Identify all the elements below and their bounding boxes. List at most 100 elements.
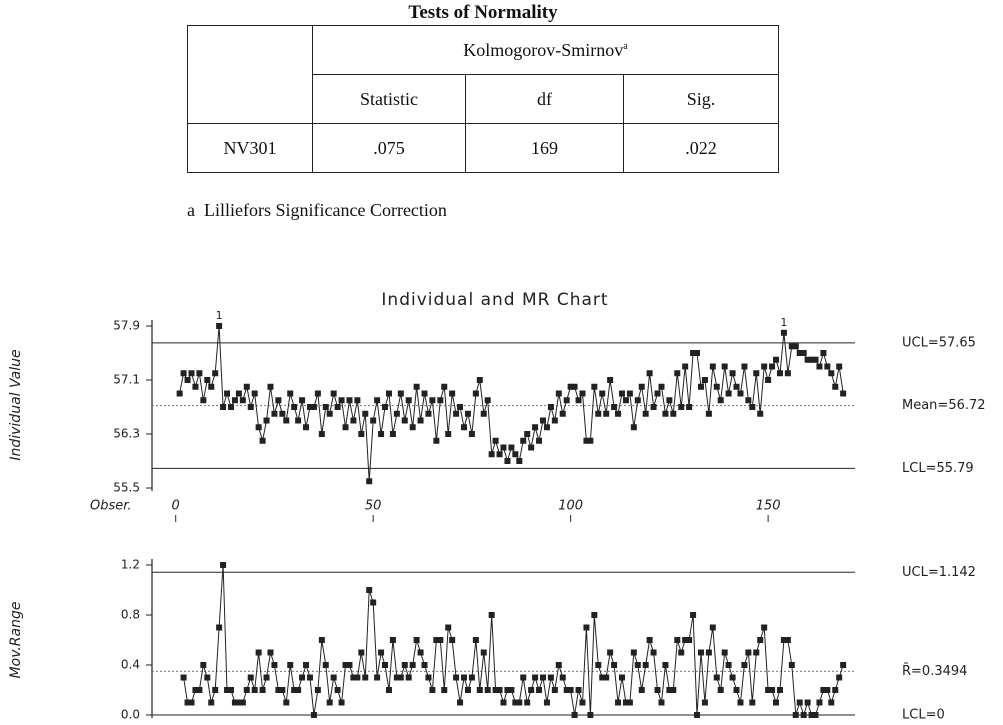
data-point	[212, 687, 219, 693]
x-tick-label: 0	[172, 499, 180, 514]
data-point	[705, 410, 712, 417]
data-point	[287, 662, 294, 668]
data-point	[239, 699, 246, 706]
column-header: Statistic	[312, 74, 466, 124]
data-point	[382, 662, 389, 668]
data-point	[259, 437, 266, 444]
data-point	[393, 674, 400, 681]
data-point	[457, 404, 464, 410]
data-point	[220, 562, 227, 568]
data-point	[571, 383, 578, 390]
data-point	[840, 662, 847, 668]
data-point	[291, 404, 298, 410]
data-point	[299, 397, 306, 404]
data-point	[208, 699, 215, 706]
data-point	[196, 370, 203, 377]
data-point	[733, 383, 740, 390]
data-point	[780, 329, 787, 336]
data-point	[239, 397, 246, 404]
data-point	[480, 649, 487, 656]
data-point	[370, 417, 377, 424]
data-point	[362, 674, 369, 681]
data-point	[532, 424, 539, 431]
data-point	[496, 451, 503, 458]
cell: 169	[465, 123, 624, 173]
data-point	[816, 699, 823, 706]
data-point	[227, 404, 234, 410]
data-point	[346, 662, 353, 668]
data-point	[701, 699, 708, 706]
data-point	[212, 370, 219, 377]
data-point	[820, 687, 827, 693]
data-point	[567, 687, 574, 693]
data-point	[603, 674, 610, 681]
data-point	[283, 417, 290, 424]
data-point	[405, 674, 412, 681]
data-point	[271, 410, 278, 417]
data-point	[658, 699, 665, 706]
data-point	[500, 699, 507, 706]
data-point	[836, 363, 843, 370]
data-point	[757, 637, 764, 643]
data-point	[318, 637, 325, 643]
y-tick-label: 56.3	[113, 427, 140, 441]
data-point	[670, 410, 677, 417]
data-point	[492, 687, 499, 693]
data-point	[192, 383, 199, 390]
reference-label: LCL=55.79	[902, 461, 974, 476]
data-point	[231, 699, 238, 706]
data-point	[204, 674, 211, 681]
data-point	[796, 350, 803, 356]
data-point	[579, 699, 586, 706]
data-point	[662, 410, 669, 417]
data-point	[433, 437, 440, 444]
data-point	[358, 431, 365, 437]
data-point	[788, 343, 795, 350]
data-point	[235, 390, 242, 397]
data-point	[504, 458, 511, 464]
data-point	[583, 437, 590, 444]
row-header: NV301	[187, 123, 313, 173]
data-point	[666, 397, 673, 404]
data-point	[330, 390, 337, 397]
data-point	[765, 687, 772, 693]
data-point	[697, 649, 704, 656]
data-point	[642, 410, 649, 417]
data-point	[378, 649, 385, 656]
data-point	[366, 587, 373, 593]
data-point	[524, 431, 531, 437]
y-tick-label: 57.1	[113, 373, 140, 387]
data-point	[563, 687, 570, 693]
data-point	[662, 662, 669, 668]
data-point	[753, 649, 760, 656]
data-point	[650, 404, 657, 410]
data-point	[496, 687, 503, 693]
data-point	[769, 363, 776, 370]
data-point	[243, 687, 250, 693]
data-point	[354, 674, 361, 681]
data-point	[725, 390, 732, 397]
data-point	[247, 674, 254, 681]
data-point	[713, 674, 720, 681]
data-point	[749, 404, 756, 410]
data-point	[385, 687, 392, 693]
data-point	[832, 687, 839, 693]
data-point	[247, 404, 254, 410]
data-point	[326, 410, 333, 417]
data-point	[828, 699, 835, 706]
data-point	[176, 390, 183, 397]
data-point	[389, 431, 396, 437]
data-point	[741, 363, 748, 370]
y-tick-label: 0.8	[121, 608, 140, 622]
data-point	[255, 424, 262, 431]
data-point	[342, 662, 349, 668]
data-point	[421, 390, 428, 397]
data-point	[342, 424, 349, 431]
data-point	[749, 699, 756, 706]
data-point	[184, 377, 191, 383]
data-point	[180, 674, 187, 681]
data-point	[425, 674, 432, 681]
data-point	[453, 410, 460, 417]
data-point	[607, 649, 614, 656]
